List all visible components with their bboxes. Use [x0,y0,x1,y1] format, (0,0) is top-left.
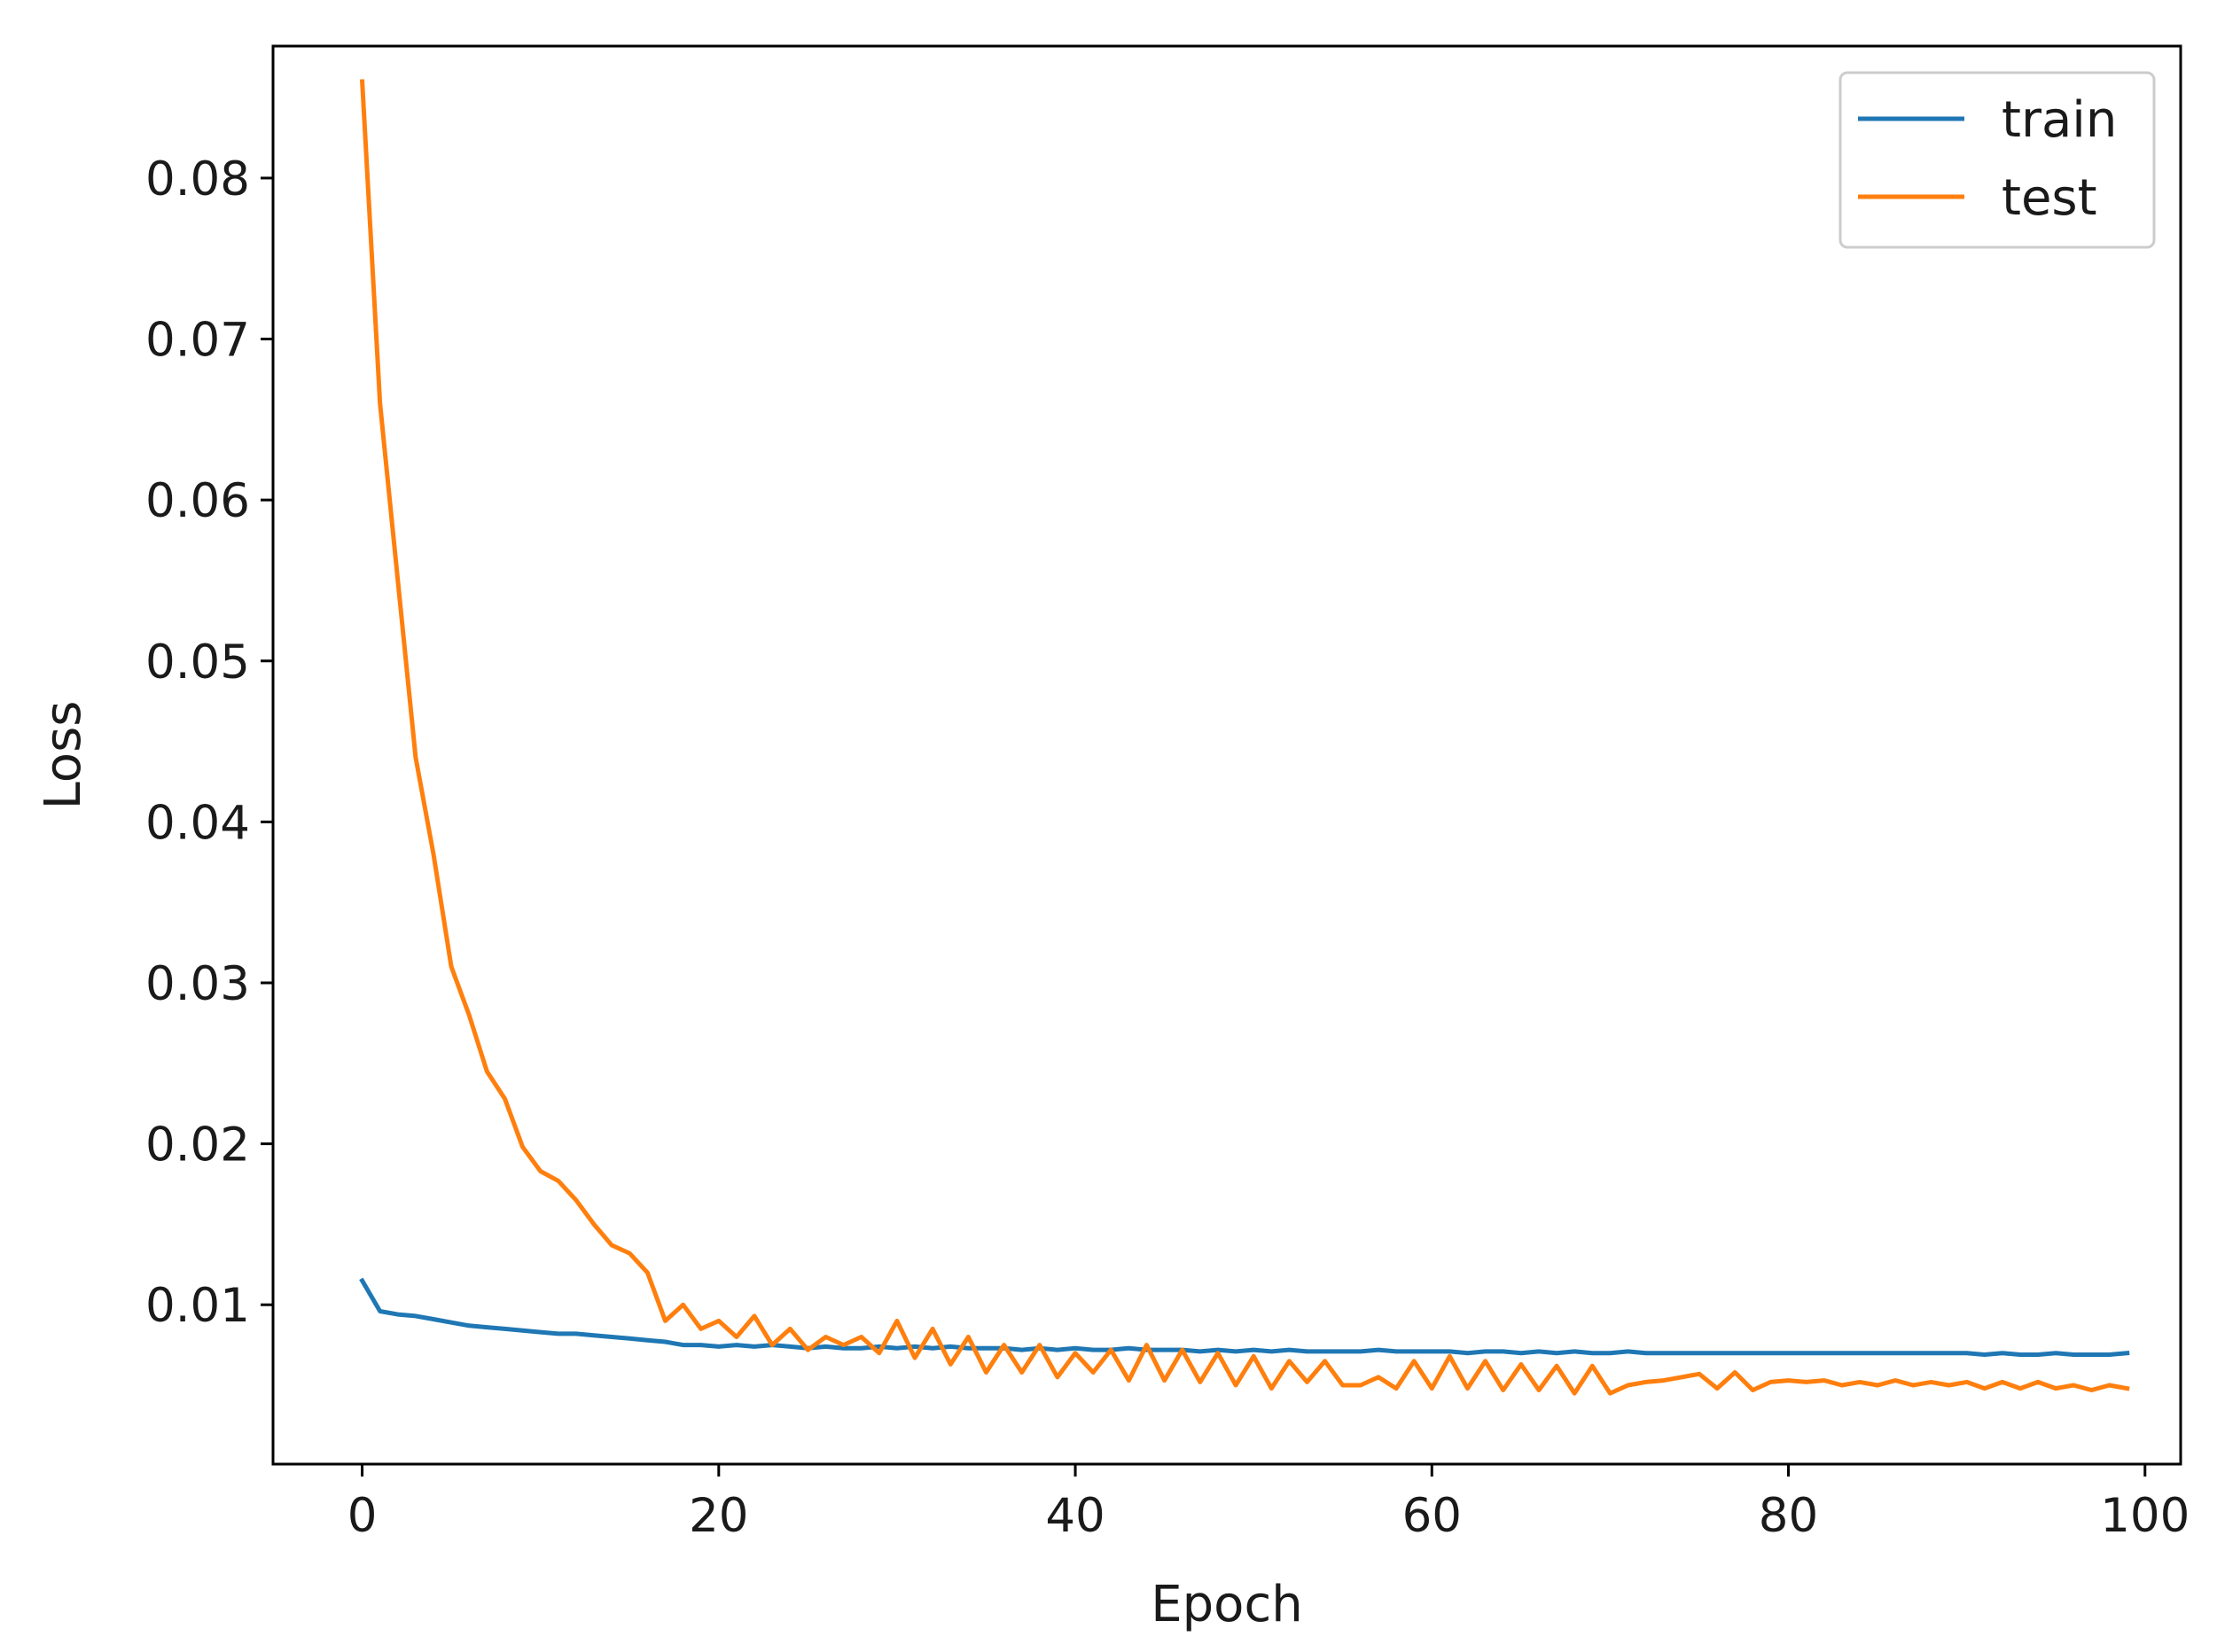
legend: train test [1838,71,2156,249]
series-layer [359,79,2130,1396]
x-tick-label: 80 [1759,1489,1818,1543]
legend-label-train: train [2002,91,2117,149]
y-tick-label: 0.04 [145,796,250,850]
y-tick-label: 0.05 [145,635,250,690]
y-axis-title: Loss [35,701,92,810]
y-tick-label: 0.01 [145,1279,250,1333]
series-line-train [359,1277,2130,1357]
x-tick-label: 20 [689,1489,748,1543]
series-line-test [359,79,2130,1396]
legend-box [1838,71,2156,249]
y-axis: 0.01 0.02 0.03 0.04 0.05 0.06 0.07 0.08 [145,152,273,1333]
x-tick-label: 100 [2100,1489,2190,1543]
x-axis-title: Epoch [1151,1576,1302,1633]
y-tick-label: 0.07 [145,314,250,368]
plot-frame [271,44,2182,1466]
x-axis: 0 20 40 60 80 100 [347,1464,2190,1543]
x-tick-label: 40 [1045,1489,1105,1543]
y-tick-label: 0.02 [145,1118,250,1173]
y-tick-label: 0.08 [145,152,250,206]
y-tick-label: 0.06 [145,474,250,528]
legend-label-test: test [2002,169,2097,227]
x-tick-label: 0 [347,1489,378,1543]
y-tick-label: 0.03 [145,957,250,1011]
x-tick-label: 60 [1402,1489,1462,1543]
